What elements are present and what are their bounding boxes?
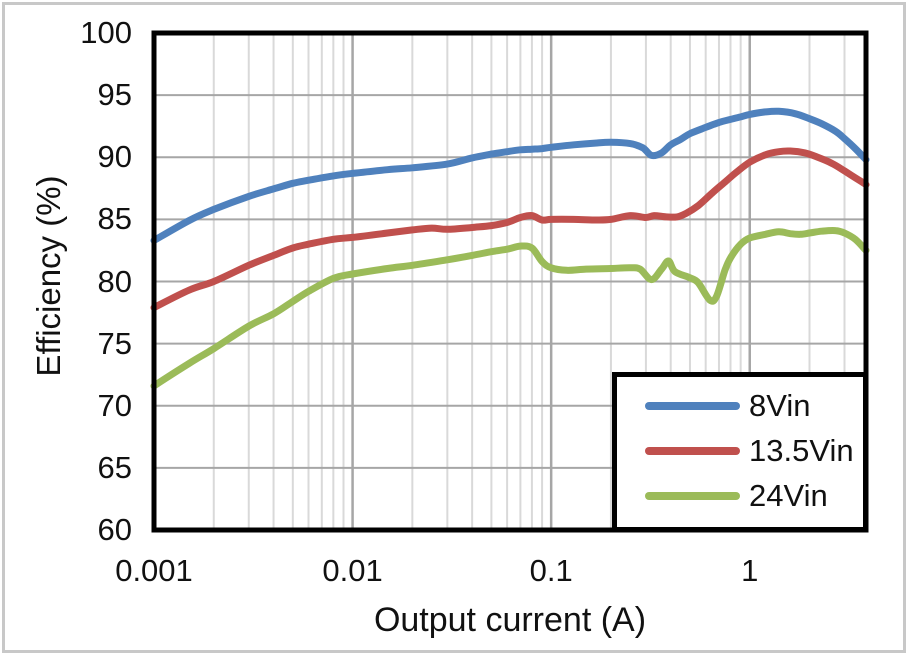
legend-line-swatch-24vin [645,492,740,500]
y-tick-label: 60 [97,512,132,547]
series-line-8Vin [150,107,870,244]
y-tick-label: 85 [97,201,132,237]
legend-line-swatch-8vin [645,402,740,410]
x-tick-label: 0.1 [529,553,573,588]
legend-label: 24Vin [749,478,828,513]
legend-entry: 24Vin [617,476,863,516]
x-tick-label: 0.01 [322,553,383,588]
x-tick-label: 1 [741,553,759,588]
y-tick-label: 75 [97,325,132,361]
legend-entry: 8Vin [617,386,863,426]
y-tick-label: 70 [97,387,132,423]
y-tick-label: 80 [97,263,132,299]
series-line-13.5Vin [150,147,870,312]
series-line-24Vin [150,226,870,390]
y-tick-label: 90 [97,139,132,175]
legend: 8Vin 13.5Vin 24Vin [612,372,868,532]
x-tick-label: 0.001 [115,553,193,588]
plot-border [151,30,869,533]
y-tick-label: 65 [97,449,132,485]
legend-label: 8Vin [749,388,811,423]
legend-entry: 13.5Vin [617,431,863,471]
y-tick-label: 100 [80,15,132,50]
legend-label: 13.5Vin [749,433,854,468]
y-tick-label: 95 [97,77,132,113]
x-axis-title: Output current (A) [373,601,647,639]
legend-line-swatch-13-5vin [645,447,740,455]
